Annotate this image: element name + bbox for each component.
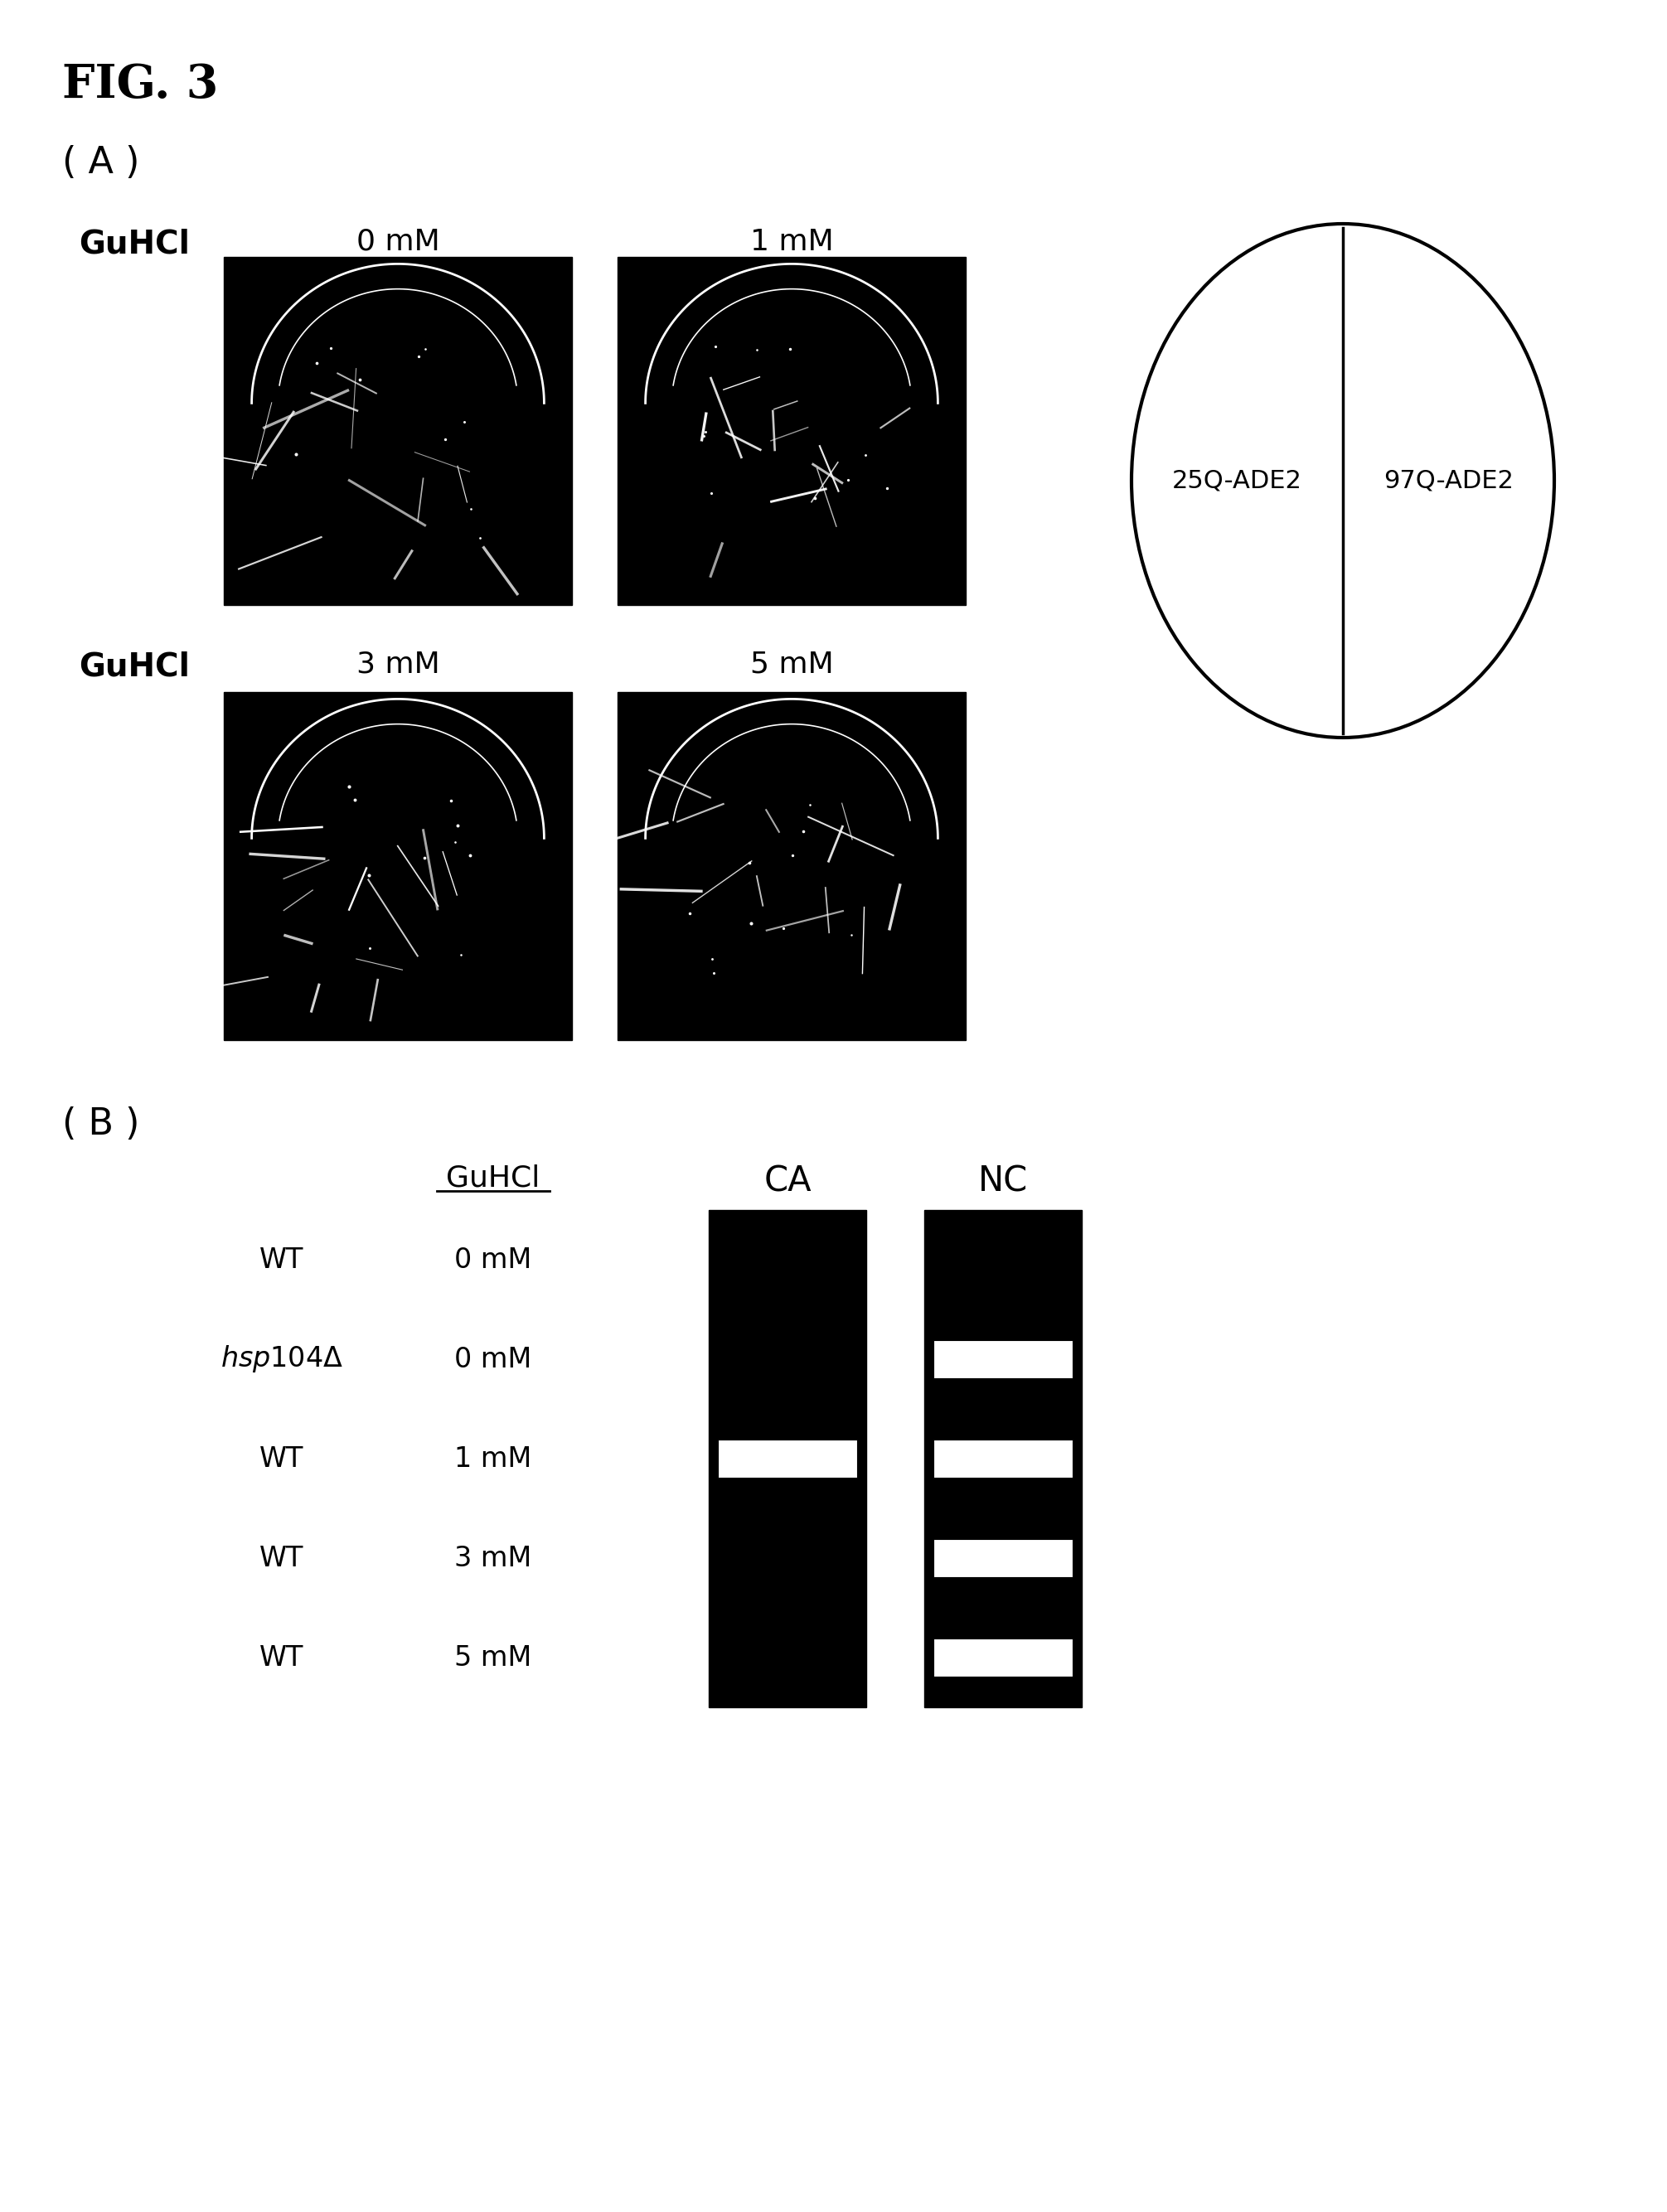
Bar bbox=[223, 257, 572, 606]
Bar bbox=[934, 1639, 1072, 1677]
Bar bbox=[934, 1540, 1072, 1577]
Bar bbox=[718, 1440, 857, 1478]
Text: 5 mM: 5 mM bbox=[750, 650, 834, 679]
Text: 1 mM: 1 mM bbox=[750, 228, 834, 257]
Bar bbox=[708, 1210, 867, 1708]
Text: 0 mM: 0 mM bbox=[455, 1245, 532, 1274]
Text: ( B ): ( B ) bbox=[62, 1106, 140, 1141]
Ellipse shape bbox=[1132, 223, 1554, 737]
Text: 5 mM: 5 mM bbox=[455, 1644, 532, 1672]
Bar bbox=[617, 692, 965, 1040]
Text: WT: WT bbox=[260, 1644, 303, 1672]
Text: WT: WT bbox=[260, 1245, 303, 1274]
Text: 25Q-ADE2: 25Q-ADE2 bbox=[1172, 469, 1302, 493]
Text: FIG. 3: FIG. 3 bbox=[62, 62, 218, 108]
Text: 0 mM: 0 mM bbox=[455, 1345, 532, 1374]
Text: CA: CA bbox=[763, 1164, 812, 1199]
Text: $hsp104\Delta$: $hsp104\Delta$ bbox=[220, 1345, 343, 1374]
Text: 97Q-ADE2: 97Q-ADE2 bbox=[1384, 469, 1514, 493]
Text: 3 mM: 3 mM bbox=[357, 650, 440, 679]
Text: ( A ): ( A ) bbox=[62, 146, 140, 181]
Text: GuHCl: GuHCl bbox=[447, 1164, 540, 1192]
Text: 0 mM: 0 mM bbox=[357, 228, 440, 257]
Bar bbox=[617, 257, 965, 606]
Text: WT: WT bbox=[260, 1544, 303, 1573]
Bar bbox=[223, 692, 572, 1040]
Text: NC: NC bbox=[979, 1164, 1029, 1199]
Bar bbox=[934, 1440, 1072, 1478]
Text: GuHCl: GuHCl bbox=[78, 228, 190, 261]
Text: GuHCl: GuHCl bbox=[78, 650, 190, 684]
Text: 3 mM: 3 mM bbox=[455, 1544, 532, 1573]
Bar bbox=[924, 1210, 1082, 1708]
Text: 1 mM: 1 mM bbox=[455, 1444, 532, 1473]
Bar bbox=[934, 1340, 1072, 1378]
Text: WT: WT bbox=[260, 1444, 303, 1473]
